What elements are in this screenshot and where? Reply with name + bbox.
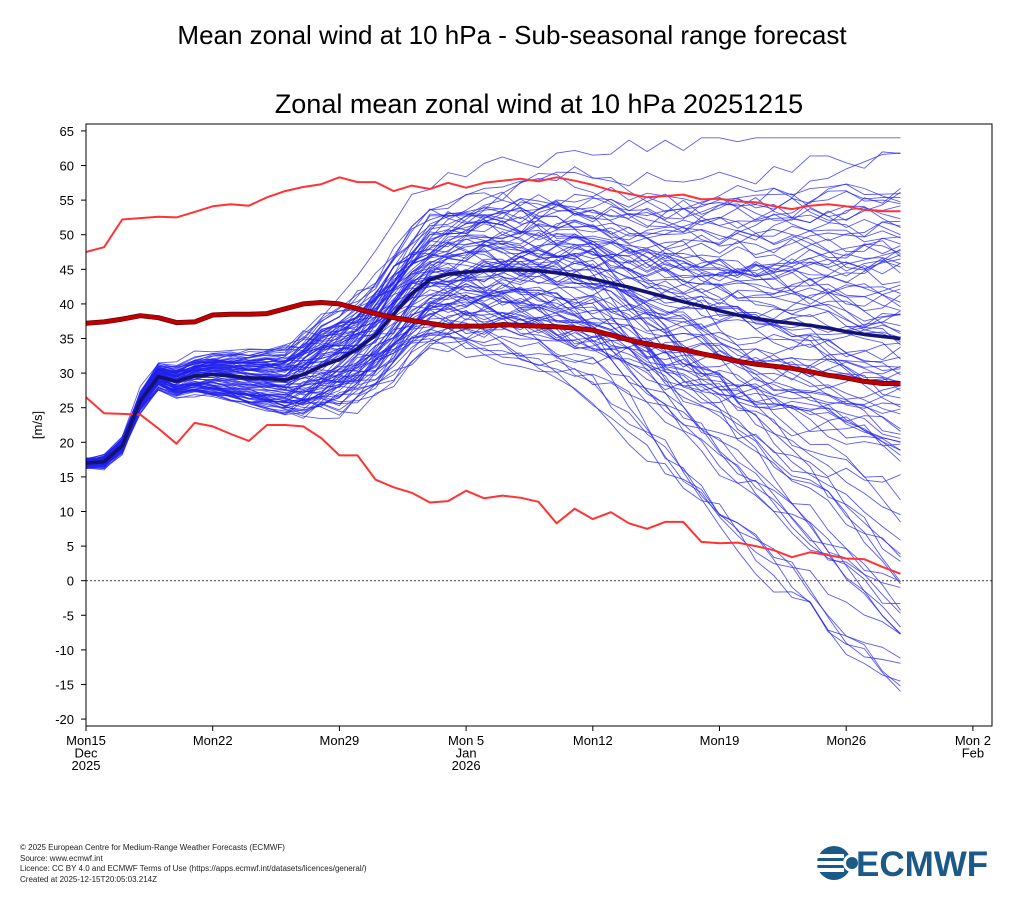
ensemble-member-line	[85, 137, 901, 462]
climate-mean-line	[85, 300, 901, 386]
y-tick-label: -20	[55, 712, 74, 727]
x-tick-label: Mon19	[700, 733, 740, 748]
page-title: Mean zonal wind at 10 hPa - Sub-seasonal…	[177, 20, 847, 50]
y-tick-label: 55	[60, 193, 74, 208]
y-tick-label: 5	[67, 539, 74, 554]
ensemble-member-line	[85, 197, 901, 463]
y-tick-label: 40	[60, 297, 74, 312]
x-tick-label: Mon22	[193, 733, 233, 748]
climate-min-line	[85, 396, 901, 575]
y-tick-label: 35	[60, 332, 74, 347]
ecmwf-logo: ECMWF	[816, 845, 988, 883]
ensemble-member-line	[85, 311, 901, 469]
ensemble-member-line	[85, 317, 901, 467]
ensemble-member-line	[85, 303, 901, 466]
ensemble-member-line	[85, 326, 901, 635]
x-tick-label: 2025	[72, 758, 101, 773]
x-tick-label: Mon29	[320, 733, 360, 748]
x-tick-label: Mon12	[573, 733, 613, 748]
ensemble-member-line	[85, 292, 901, 463]
ensemble-member-line	[85, 294, 901, 614]
ensemble-member-line	[85, 282, 901, 634]
x-tick-label: Dec	[74, 746, 98, 761]
y-tick-label: 45	[60, 262, 74, 277]
ensemble-member-line	[85, 171, 901, 464]
y-tick-label: -5	[62, 608, 74, 623]
ensemble-member-line	[85, 221, 901, 464]
x-tick-label: Mon 5	[448, 733, 484, 748]
y-tick-label: 15	[60, 470, 74, 485]
licence-line: Licence: CC BY 4.0 and ECMWF Terms of Us…	[20, 864, 367, 873]
ensemble-member-line	[85, 223, 901, 468]
y-tick-label: 60	[60, 159, 74, 174]
ensemble-mean-line	[85, 268, 901, 465]
climate-max-line	[85, 176, 901, 253]
x-tick-label: Feb	[962, 746, 984, 761]
chart-title: Zonal mean zonal wind at 10 hPa 20251215	[275, 89, 803, 119]
plot-frame	[85, 123, 993, 727]
ensemble-member-line	[85, 312, 901, 588]
copyright-line: © 2025 European Centre for Medium-Range …	[20, 843, 285, 852]
ensemble-member-line	[85, 198, 901, 464]
ensemble-member-line	[85, 261, 901, 516]
y-axis-label: [m/s]	[30, 411, 45, 439]
x-tick-label: Mon15	[66, 733, 106, 748]
footer: © 2025 European Centre for Medium-Range …	[20, 843, 367, 885]
x-tick-label: 2026	[452, 758, 481, 773]
y-tick-label: 0	[67, 574, 74, 589]
x-tick-label: Jan	[456, 746, 477, 761]
ensemble-member-line	[85, 152, 901, 464]
created-line: Created at 2025-12-15T20:05:03.214Z	[20, 874, 157, 884]
logo-text: ECMWF	[856, 845, 988, 883]
ensemble-member-line	[85, 215, 901, 465]
y-tick-label: -10	[55, 643, 74, 658]
x-tick-label: Mon26	[826, 733, 866, 748]
x-tick-label: Mon 2	[955, 733, 991, 748]
ensemble-member-line	[85, 231, 901, 461]
ensemble-member-line	[85, 191, 901, 466]
ensemble-member-line	[85, 338, 901, 659]
ensemble-member-line	[85, 151, 901, 461]
ensemble-member-line	[85, 255, 901, 464]
ensemble-member-line	[85, 289, 901, 628]
ensemble-member-line	[85, 183, 901, 463]
ensemble-member-line	[85, 172, 901, 460]
y-tick-label: 25	[60, 401, 74, 416]
y-tick-label: 10	[60, 504, 74, 519]
ensemble-member-line	[85, 205, 901, 467]
y-tick-label: 30	[60, 366, 74, 381]
ecmwf-emblem-icon	[816, 846, 861, 880]
y-tick-label: 20	[60, 435, 74, 450]
y-tick-label: -15	[55, 677, 74, 692]
source-line: Source: www.ecmwf.int	[20, 853, 103, 863]
ensemble-member-line	[85, 276, 901, 463]
ensemble-member-line	[85, 294, 901, 463]
y-tick-label: 65	[60, 124, 74, 139]
y-tick-label: 50	[60, 228, 74, 243]
main-series	[85, 176, 901, 575]
ensemble-member-line	[85, 207, 901, 459]
ensemble-members	[85, 137, 901, 692]
ensemble-member-line	[85, 294, 901, 468]
